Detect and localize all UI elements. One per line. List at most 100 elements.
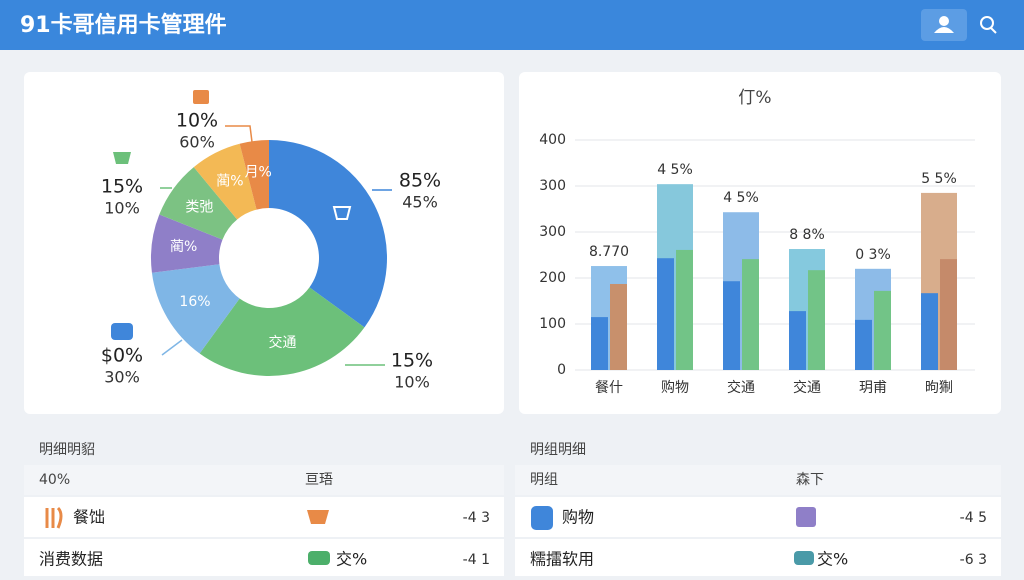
bar — [789, 311, 806, 370]
bar — [742, 259, 759, 370]
cart-icon — [113, 152, 131, 164]
bag-icon — [796, 507, 816, 527]
callout-value: 10% — [176, 110, 218, 132]
callout-sub: 45% — [402, 193, 438, 212]
column-header: 明组 — [530, 472, 558, 488]
amount: -4 1 — [463, 552, 490, 568]
donut-segment — [159, 167, 238, 240]
donut-segment — [193, 143, 257, 220]
bar — [676, 249, 693, 370]
bar-chart: 仃% 0 100 200 300 300 400 8.770 餐什 4 5% 购物 4 5% 交通 8 8… — [539, 88, 975, 396]
header-bar — [0, 0, 1024, 50]
cell: 交% — [336, 550, 367, 569]
donut-segment — [199, 287, 365, 376]
amount: -4 3 — [463, 510, 490, 526]
bar — [874, 290, 891, 370]
table-row — [515, 497, 1001, 537]
bar-annotation: 4 5% — [657, 162, 693, 178]
x-tick-label: 餐什 — [595, 380, 623, 396]
x-tick-label: 玥甫 — [859, 380, 887, 396]
column-header: 亘珸 — [305, 472, 333, 488]
car-icon — [794, 551, 814, 565]
segment-label: 类弛 — [185, 199, 213, 215]
callout-sub: 60% — [179, 133, 215, 152]
callout-value: 85% — [399, 170, 441, 192]
callout-sub: 10% — [394, 373, 430, 392]
amount: -6 3 — [960, 552, 987, 568]
segment-label: 交通 — [268, 334, 296, 351]
table-row — [24, 497, 504, 537]
donut-segment — [151, 264, 240, 354]
cart-icon — [332, 206, 352, 220]
bar — [855, 319, 872, 370]
donut-segment — [239, 140, 269, 210]
callout-value: $0% — [101, 345, 143, 367]
y-tick-label: 200 — [539, 270, 566, 286]
bus-icon — [111, 323, 133, 340]
callout-line — [161, 339, 183, 356]
search-button[interactable] — [980, 16, 994, 30]
segment-label: 蔺% — [170, 239, 197, 255]
y-tick-label: 100 — [539, 316, 566, 332]
bag-icon — [193, 90, 209, 104]
cell: 消费数据 — [39, 550, 103, 569]
bar-annotation: 0 3% — [855, 247, 891, 263]
app-title: 91卡哥信用卡管理件 — [20, 12, 227, 38]
y-tick-label: 300 — [539, 178, 566, 194]
bar-annotation: 8 8% — [789, 227, 825, 243]
bar — [723, 281, 740, 370]
bar-annotation: 5 5% — [921, 171, 957, 187]
bar — [940, 259, 957, 370]
car-icon — [308, 551, 330, 565]
donut-segment — [151, 214, 223, 273]
bar — [921, 293, 938, 370]
user-icon — [939, 16, 949, 26]
y-tick-label: 0 — [557, 362, 566, 378]
cart-icon — [307, 510, 329, 524]
bar — [657, 258, 674, 370]
column-header: 40% — [39, 472, 70, 488]
bar-annotation: 8.770 — [589, 244, 629, 260]
table-title: 明细明貂 — [39, 442, 95, 458]
x-tick-label: 昫猘 — [925, 380, 953, 396]
table-row — [24, 539, 504, 579]
y-tick-label: 300 — [539, 224, 566, 240]
cell: 交% — [817, 550, 848, 569]
donut-segment — [269, 140, 387, 328]
segment-label: 16% — [179, 294, 210, 310]
bar — [808, 270, 825, 370]
x-tick-label: 购物 — [661, 380, 689, 396]
amount: -4 5 — [960, 510, 987, 526]
segment-label: 蔺% — [216, 173, 243, 189]
search-icon — [990, 27, 997, 34]
table-title: 明组明细 — [530, 442, 586, 458]
callout-value: 15% — [391, 350, 433, 372]
cell: 餐饳 — [73, 508, 105, 527]
table-row — [515, 539, 1001, 579]
chart-title: 仃% — [738, 88, 771, 108]
cell: 购物 — [562, 508, 594, 527]
bus-icon — [531, 506, 553, 530]
callout-sub: 10% — [104, 199, 140, 218]
table-header — [24, 465, 504, 495]
y-tick-label: 400 — [539, 132, 566, 148]
callout-value: 15% — [101, 176, 143, 198]
table-header — [515, 465, 1001, 495]
cell: 糯擂软用 — [530, 550, 594, 569]
column-header: 森下 — [796, 472, 824, 488]
callout-sub: 30% — [104, 368, 140, 387]
callout-line — [225, 125, 253, 143]
bar — [591, 317, 608, 370]
fork-icon — [45, 506, 63, 529]
bar — [610, 283, 627, 370]
bar-annotation: 4 5% — [723, 190, 759, 206]
user-icon — [934, 27, 954, 33]
segment-label: 月% — [245, 165, 272, 181]
donut-card — [24, 72, 504, 414]
x-tick-label: 交通 — [793, 379, 821, 396]
x-tick-label: 交通 — [727, 379, 755, 396]
